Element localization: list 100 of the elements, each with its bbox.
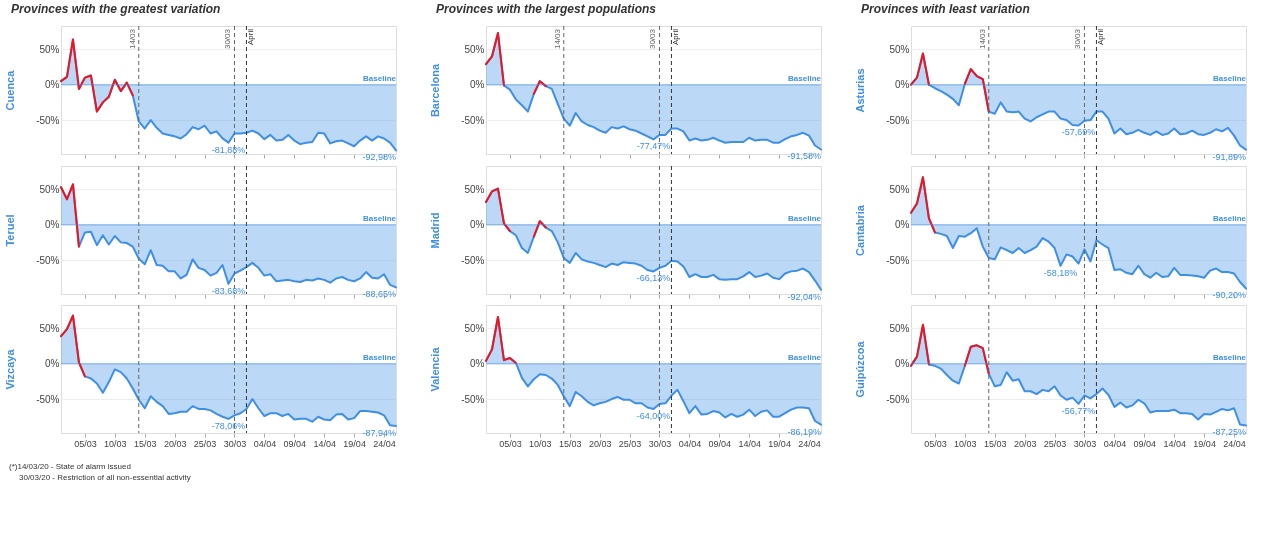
y-tick-label: 50% — [889, 183, 910, 195]
x-tick-label: 10/03 — [529, 438, 552, 449]
x-tick-label: 30/03 — [223, 438, 247, 449]
ref-line-label: Baseline — [788, 213, 822, 223]
y-axis-title: Cantabria — [853, 204, 866, 256]
ref-line-label: 14/03 — [552, 28, 562, 50]
y-tick-label: 50% — [464, 322, 485, 334]
y-axis-title: Vizcaya — [3, 348, 16, 390]
x-tick-label: 20/03 — [588, 438, 612, 449]
x-tick-label: 30/03 — [648, 438, 672, 449]
x-tick-label: 10/03 — [104, 438, 127, 449]
y-axis-title: Asturias — [853, 68, 866, 113]
annotation: -92,04% — [787, 291, 821, 302]
y-tick-label: -50% — [461, 254, 485, 266]
y-axis-title: Cuenca — [3, 69, 16, 111]
x-tick-label: 24/04 — [798, 438, 821, 449]
x-tick-label: 24/04 — [373, 438, 396, 449]
ref-line-label: April — [246, 28, 256, 46]
y-tick-label: 0% — [45, 79, 60, 91]
y-tick-label: 50% — [464, 183, 485, 195]
y-tick-label: -50% — [886, 393, 910, 405]
ref-line-label: 30/03 — [648, 28, 658, 50]
ref-line-label: April — [1096, 28, 1106, 46]
ref-line-label: April — [671, 28, 681, 46]
y-tick-label: -50% — [36, 393, 60, 405]
text: 30/03/20 - Restriction of all non-essential activity — [19, 473, 191, 482]
x-tick-label: 09/04 — [1133, 438, 1157, 449]
ref-line-label: Baseline — [788, 352, 822, 362]
x-tick-label: 20/03 — [163, 438, 187, 449]
y-tick-label: 50% — [464, 43, 485, 55]
x-tick-label: 04/04 — [253, 438, 277, 449]
ref-line-label: 14/03 — [977, 28, 987, 50]
annotation: -91,89% — [1212, 151, 1246, 162]
x-tick-label: 09/04 — [708, 438, 732, 449]
x-tick-label: 25/03 — [193, 438, 217, 449]
annotation: -78,06% — [211, 420, 246, 431]
annotation: -91,58% — [787, 151, 821, 162]
y-axis-title: Teruel — [3, 214, 16, 247]
y-tick-label: 0% — [45, 358, 60, 370]
y-tick-label: 50% — [39, 183, 60, 195]
annotation: -92,98% — [362, 152, 396, 163]
annotation: -87,25% — [1212, 427, 1246, 438]
annotation: -88,65% — [362, 289, 396, 300]
y-tick-label: -50% — [36, 114, 60, 126]
x-tick-label: 19/04 — [768, 438, 791, 449]
y-tick-label: 50% — [889, 43, 910, 55]
annotation: -87,94% — [362, 427, 396, 438]
y-tick-label: 0% — [895, 219, 910, 231]
ref-line-label: Baseline — [1213, 73, 1247, 83]
ref-line-label: Baseline — [363, 352, 397, 362]
annotation: -86,19% — [787, 426, 821, 437]
y-tick-label: 0% — [895, 358, 910, 370]
ref-line-label: Baseline — [788, 73, 822, 83]
ref-line-label: Baseline — [363, 73, 397, 83]
annotation: -81,88% — [211, 144, 246, 155]
annotation: -56,77% — [1061, 405, 1096, 416]
x-tick-label: 14/04 — [1163, 438, 1186, 449]
y-axis-title: Barcelona — [428, 63, 441, 118]
x-tick-label: 14/04 — [313, 438, 336, 449]
y-tick-label: -50% — [886, 114, 910, 126]
x-tick-label: 05/03 — [499, 438, 522, 449]
x-tick-label: 15/03 — [133, 438, 157, 449]
x-tick-label: 19/04 — [343, 438, 366, 449]
x-tick-label: 10/03 — [954, 438, 977, 449]
annotation: -64,00% — [636, 410, 671, 421]
ref-line-label: 30/03 — [1073, 28, 1083, 50]
y-tick-label: 0% — [470, 79, 485, 91]
y-tick-label: -50% — [886, 254, 910, 266]
ref-line-label: Baseline — [363, 213, 397, 223]
y-axis-title: Madrid — [428, 212, 441, 249]
y-axis-title: Valencia — [428, 346, 441, 392]
x-tick-label: 05/03 — [74, 438, 97, 449]
y-tick-label: 50% — [889, 322, 910, 334]
x-tick-label: 05/03 — [924, 438, 947, 449]
y-tick-label: 0% — [45, 219, 60, 231]
ref-line-label: 30/03 — [223, 28, 233, 50]
text: (*)14/03/20 - State of alarm issued — [9, 462, 131, 471]
annotation: -90,20% — [1212, 290, 1246, 301]
x-tick-label: 24/04 — [1223, 438, 1246, 449]
y-tick-label: -50% — [461, 114, 485, 126]
x-tick-label: 19/04 — [1193, 438, 1216, 449]
annotation: -83,68% — [211, 285, 246, 296]
x-tick-label: 25/03 — [618, 438, 642, 449]
annotation: -77,47% — [636, 141, 671, 152]
x-tick-label: 09/04 — [283, 438, 307, 449]
chart-title: Provinces with the greatest variation — [11, 1, 221, 16]
x-tick-label: 15/03 — [558, 438, 582, 449]
x-tick-label: 30/03 — [1073, 438, 1097, 449]
ref-line-label: Baseline — [1213, 352, 1247, 362]
x-tick-label: 25/03 — [1043, 438, 1067, 449]
annotation: -66,13% — [636, 273, 671, 284]
y-axis-title: Guipúzcoa — [853, 340, 866, 398]
y-tick-label: 0% — [895, 79, 910, 91]
y-tick-label: -50% — [461, 393, 485, 405]
y-tick-label: -50% — [36, 254, 60, 266]
annotation: -58,18% — [1043, 267, 1078, 278]
annotation: -57,69% — [1061, 127, 1096, 138]
ref-line-label: Baseline — [1213, 213, 1247, 223]
y-tick-label: 0% — [470, 358, 485, 370]
x-tick-label: 14/04 — [738, 438, 761, 449]
